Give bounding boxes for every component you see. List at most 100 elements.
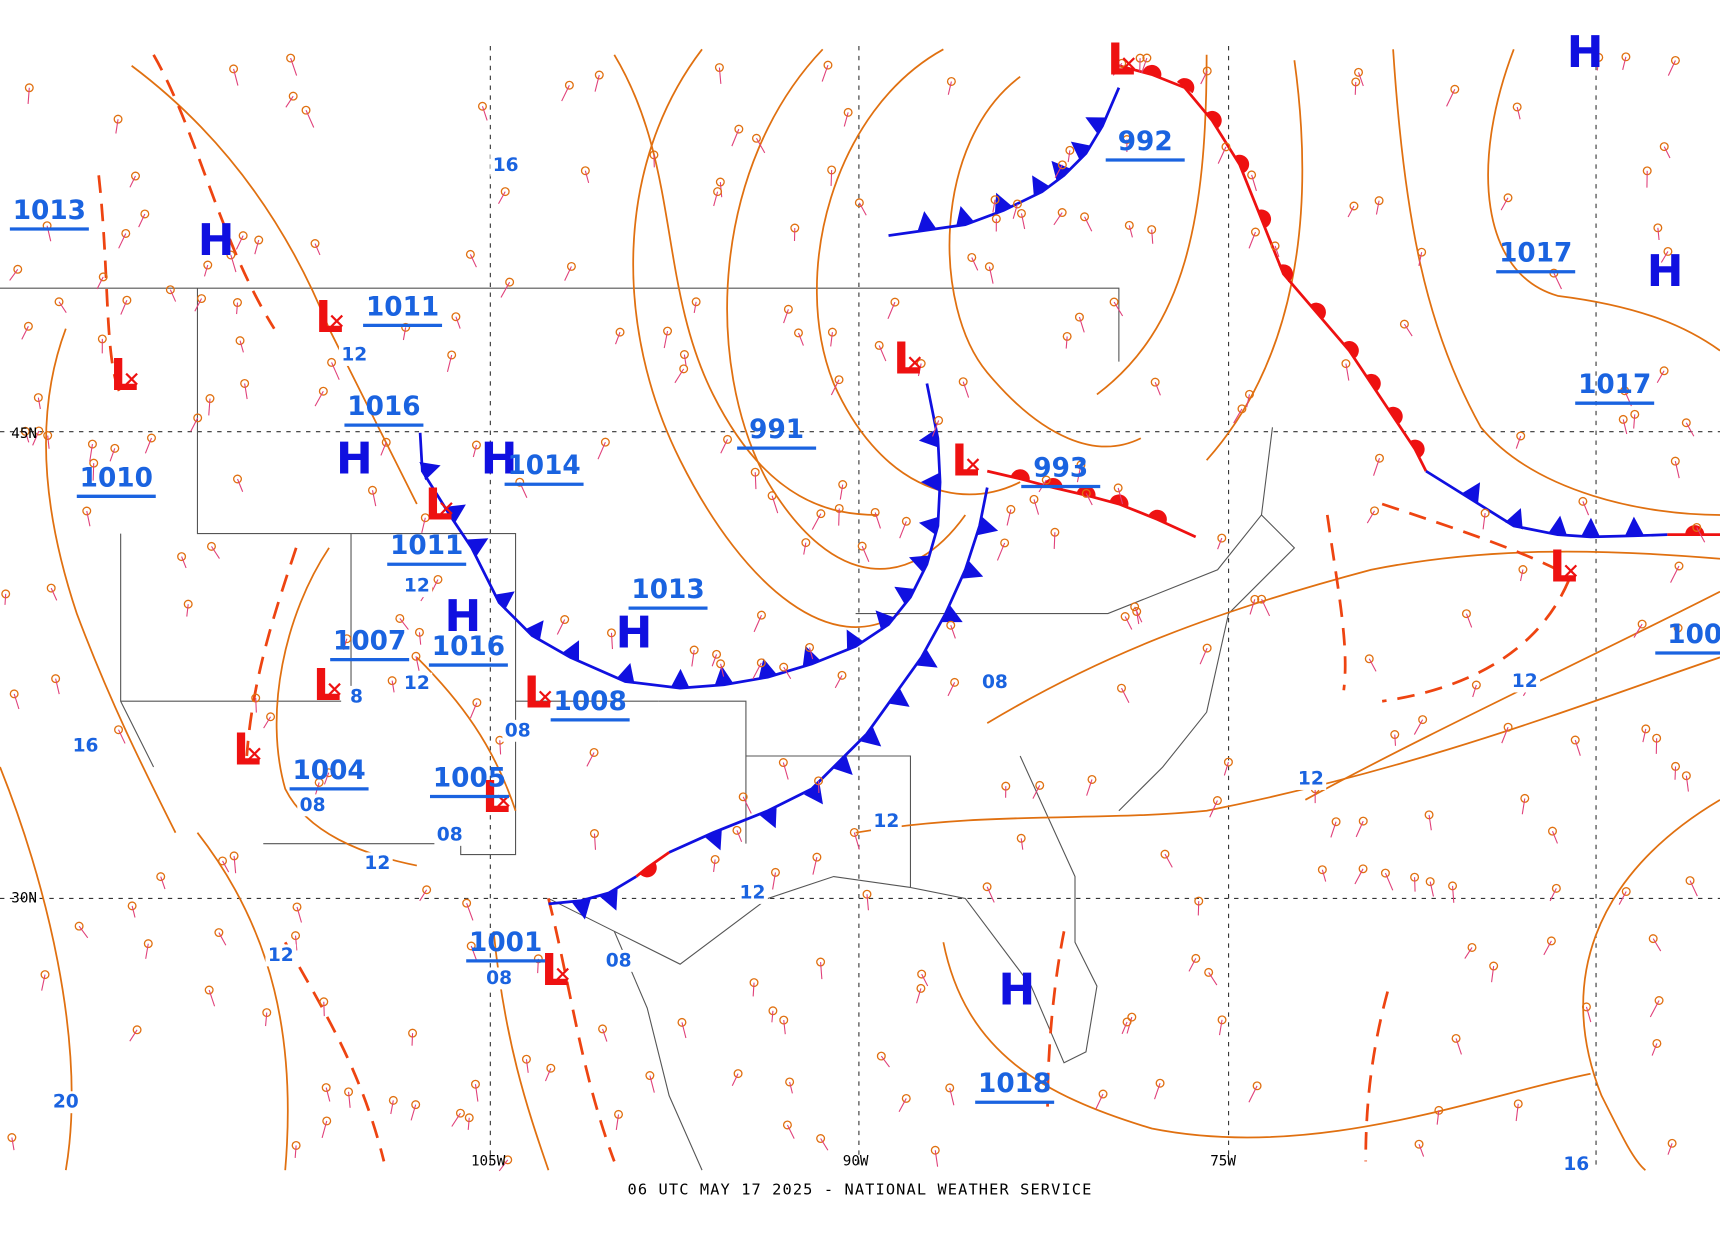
- station: [1349, 201, 1359, 211]
- station: [342, 634, 352, 644]
- wind-barb: [499, 740, 502, 755]
- wind-barb: [418, 632, 422, 645]
- station: [203, 260, 213, 270]
- wind-barb: [880, 1055, 890, 1068]
- station: [235, 336, 245, 346]
- wind-barb: [610, 632, 614, 650]
- pressure-label: 993: [1033, 453, 1088, 483]
- station: [54, 297, 64, 307]
- wind-barb: [783, 666, 792, 680]
- station: [732, 825, 742, 835]
- station: [560, 615, 570, 625]
- wind-barb: [754, 472, 757, 490]
- station: [1250, 227, 1260, 237]
- wind-barb: [1209, 800, 1218, 818]
- station: [1122, 1017, 1132, 1027]
- station: [982, 882, 992, 892]
- wind-barb: [138, 213, 146, 228]
- wind-barb: [24, 431, 30, 443]
- station: [580, 166, 590, 176]
- station: [462, 898, 472, 908]
- wind-barb: [186, 604, 189, 617]
- wind-barb: [410, 1104, 417, 1121]
- station: [1132, 607, 1142, 617]
- station: [1681, 418, 1691, 428]
- wind-barb: [89, 444, 93, 462]
- isobar-label: 08: [606, 950, 632, 971]
- wind-barb: [1452, 885, 1455, 903]
- low-mark: [330, 314, 344, 328]
- wind-barb: [27, 87, 30, 104]
- station: [837, 670, 847, 680]
- wind-barb: [1366, 510, 1376, 524]
- wind-barb: [380, 442, 387, 456]
- troughs: [97, 54, 1570, 1162]
- wind-barb: [1667, 1143, 1673, 1155]
- wind-barb: [371, 490, 377, 507]
- wind-barb: [1384, 872, 1394, 891]
- wind-barb: [1248, 1085, 1258, 1103]
- wind-barb: [1095, 1093, 1104, 1110]
- wind-barb: [211, 546, 220, 559]
- grid-label: 45N: [11, 426, 37, 442]
- wind-barb: [1199, 647, 1208, 665]
- station: [387, 676, 397, 686]
- high-center: H: [616, 607, 653, 658]
- low-mark: [1122, 57, 1136, 70]
- wind-barb: [194, 298, 203, 312]
- wind-barb: [1622, 56, 1627, 70]
- wind-barb: [1246, 394, 1250, 408]
- wind-barb: [713, 191, 719, 207]
- low-mark: [1564, 564, 1578, 578]
- wind-barb: [947, 682, 956, 697]
- label-bg: [737, 882, 768, 904]
- wind-barb: [1347, 205, 1355, 218]
- wind-barb: [467, 1117, 470, 1130]
- station: [1221, 142, 1231, 152]
- isobar-label: 08: [486, 968, 512, 989]
- isobar-label: 12: [364, 853, 390, 874]
- wind-barb: [1582, 501, 1590, 516]
- station: [1637, 619, 1647, 629]
- labels: 45N 30N 105W 90W 75W 16 12 12 12 8 08 08 08 12 16 12 08 0…: [9, 27, 1720, 1176]
- wind-barb: [466, 902, 474, 921]
- wind-barb: [782, 762, 789, 780]
- wind-barb: [691, 649, 695, 667]
- station: [466, 941, 476, 951]
- wind-barb: [971, 257, 979, 271]
- wind-barb: [1188, 958, 1197, 972]
- station: [1130, 602, 1140, 612]
- wind-barb: [181, 556, 187, 569]
- station: [515, 477, 525, 487]
- station: [738, 792, 748, 802]
- station: [779, 662, 789, 672]
- station: [1620, 386, 1630, 396]
- isobar-label: 08: [300, 795, 326, 816]
- low-center: L: [893, 334, 921, 385]
- wind-barb: [118, 233, 127, 249]
- station: [1076, 460, 1086, 470]
- station: [254, 235, 264, 245]
- station: [40, 970, 50, 980]
- wind-barb: [1112, 63, 1123, 76]
- station: [917, 969, 927, 979]
- wind-barb: [786, 1124, 795, 1139]
- wind-barb: [949, 1087, 955, 1106]
- station: [1417, 247, 1427, 257]
- wind-barb: [96, 276, 104, 290]
- station: [834, 375, 844, 385]
- station: [1041, 475, 1051, 485]
- station: [1120, 612, 1130, 622]
- station: [751, 133, 761, 143]
- station: [767, 491, 777, 501]
- wind-barb: [233, 855, 237, 874]
- wind-barb: [564, 266, 572, 281]
- station: [901, 1093, 911, 1103]
- wind-barb: [1251, 174, 1257, 192]
- wind-barb: [843, 112, 849, 127]
- wind-barb: [812, 857, 818, 875]
- wind-barb: [1373, 458, 1381, 476]
- station: [770, 867, 780, 877]
- station: [1451, 1033, 1461, 1043]
- wind-barb: [331, 362, 340, 380]
